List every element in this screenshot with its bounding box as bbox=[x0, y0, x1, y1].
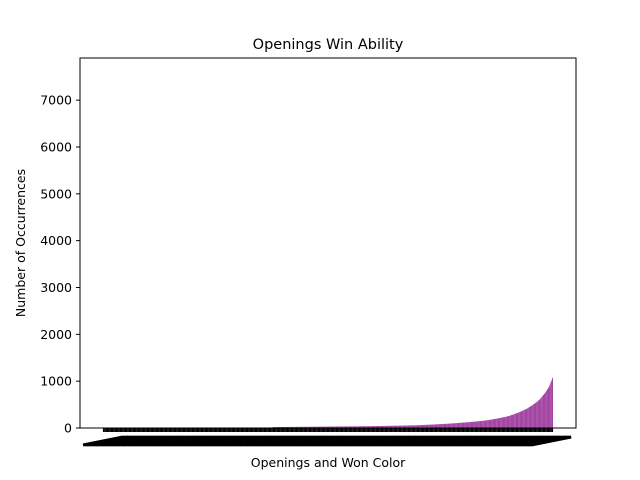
y-tick-label-6: 6000 bbox=[40, 139, 72, 154]
y-ticks: 0 1000 2000 3000 4000 5000 6000 7000 bbox=[40, 93, 80, 436]
y-tick-label-3: 3000 bbox=[40, 280, 72, 295]
y-tick-label-1: 1000 bbox=[40, 374, 72, 389]
y-tick-label-0: 0 bbox=[64, 421, 72, 436]
chart-title: Openings Win Ability bbox=[253, 37, 404, 53]
x-axis-label: Openings and Won Color bbox=[251, 455, 406, 470]
y-axis-label: Number of Occurrences bbox=[13, 169, 28, 317]
y-tick-label-4: 4000 bbox=[40, 233, 72, 248]
plot-frame bbox=[79, 57, 577, 429]
bars bbox=[103, 377, 553, 428]
y-tick-label-7: 7000 bbox=[40, 93, 72, 108]
x-tick-labels bbox=[82, 435, 572, 447]
x-tick-marks bbox=[102, 428, 554, 432]
y-tick-label-2: 2000 bbox=[40, 327, 72, 342]
x-tick-label-996 bbox=[530, 435, 572, 447]
y-tick-label-5: 5000 bbox=[40, 186, 72, 201]
